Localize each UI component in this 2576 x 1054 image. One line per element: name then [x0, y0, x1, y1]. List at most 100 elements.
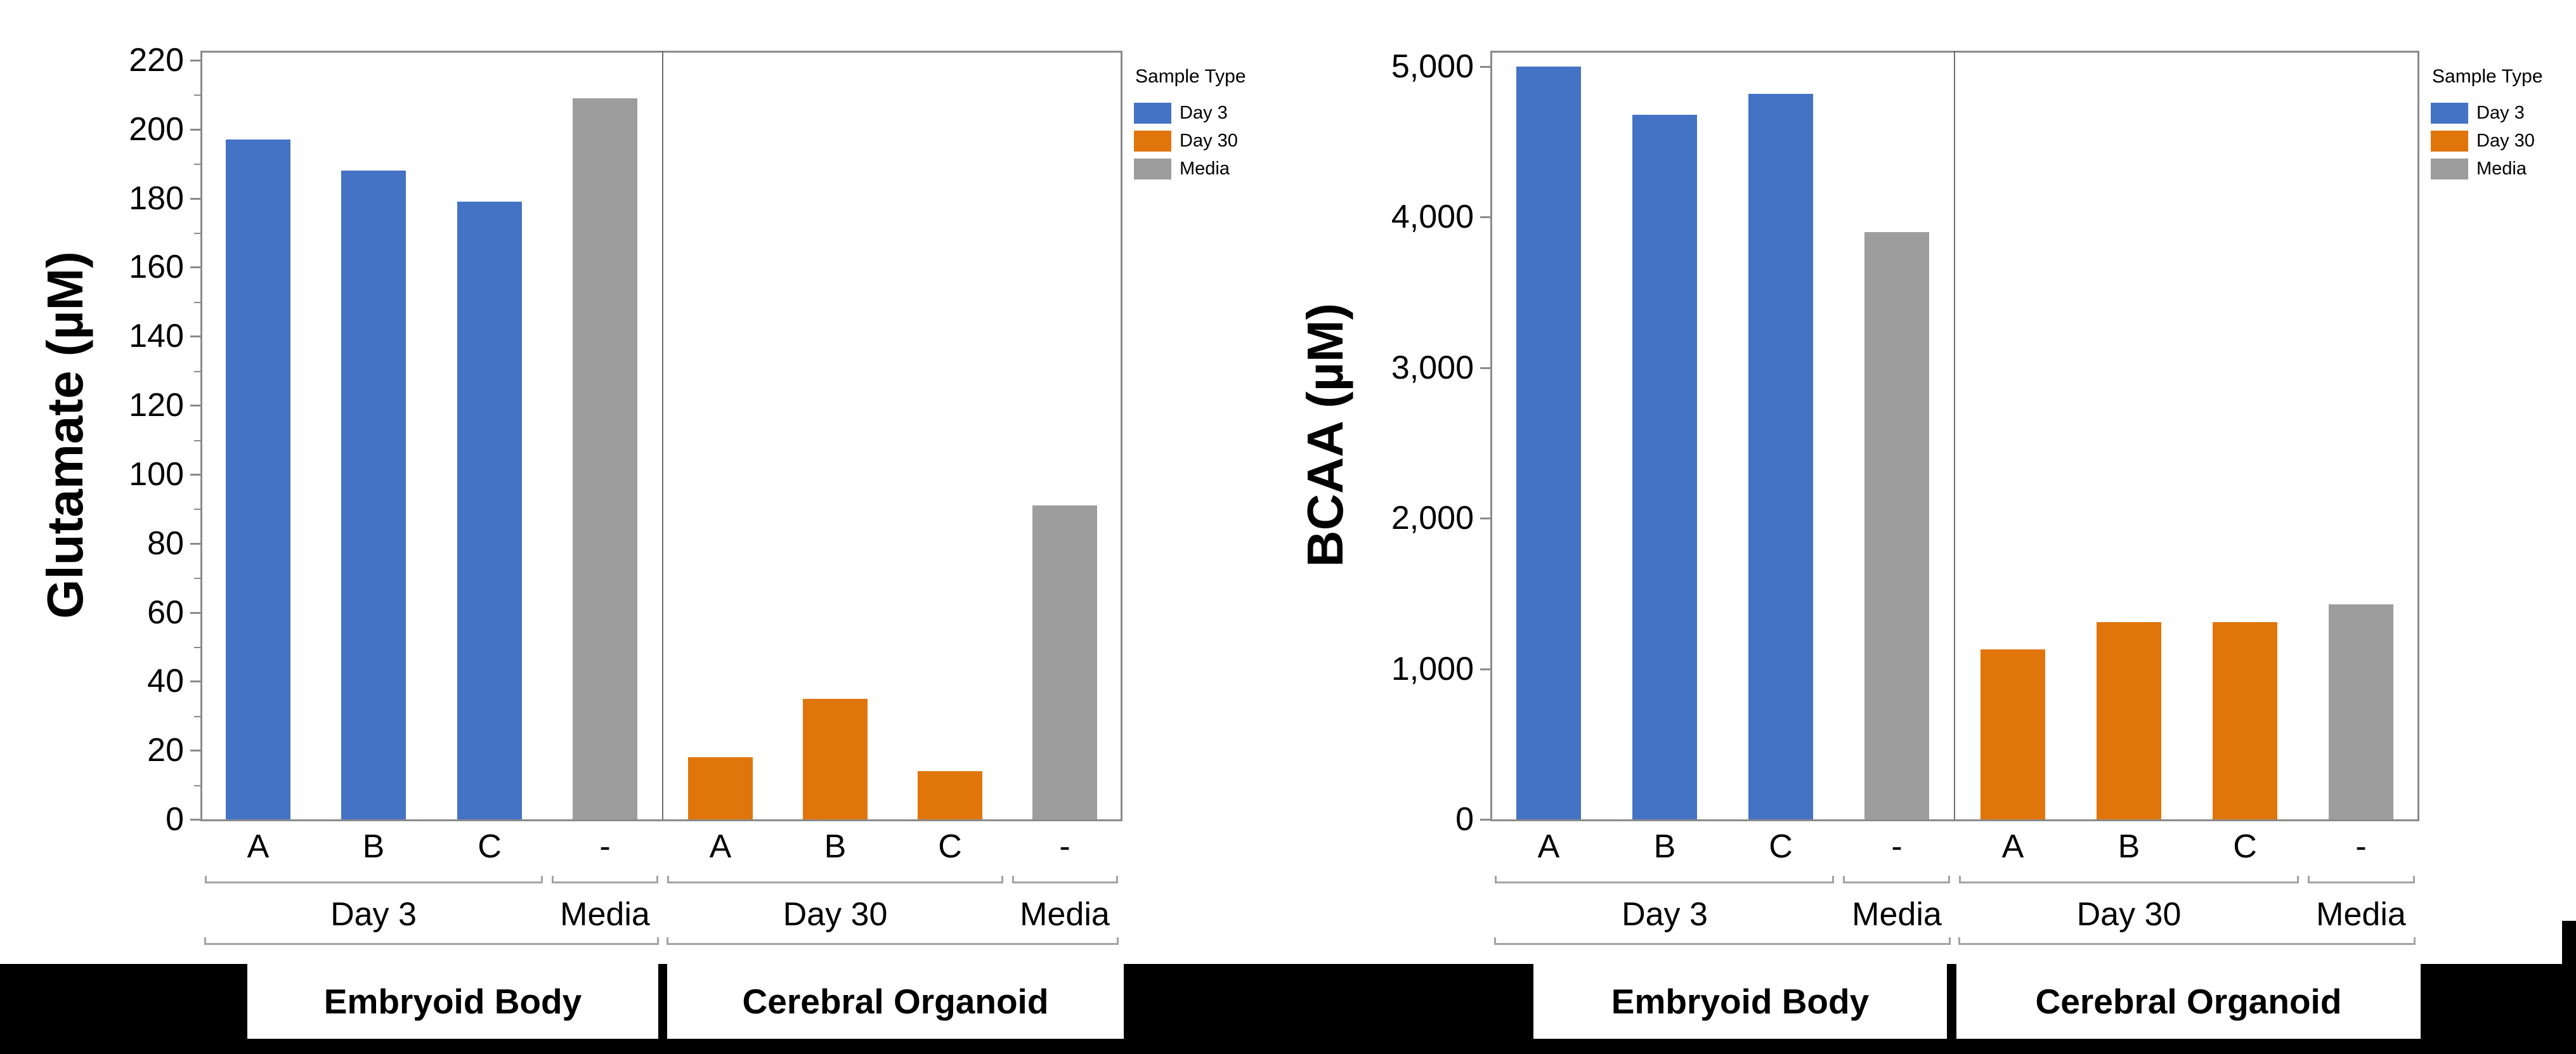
x-tick-label: -	[2355, 828, 2367, 865]
y-minor-tick	[194, 371, 200, 372]
y-major-tick	[190, 750, 200, 751]
y-tick-label: 160	[129, 249, 184, 285]
panel-label: Cerebral Organoid	[2035, 982, 2342, 1021]
y-major-tick	[190, 129, 200, 131]
panel-bracket	[667, 937, 1119, 945]
y-major-tick	[1480, 517, 1490, 519]
y-tick-label: 1,000	[1391, 651, 1474, 687]
y-minor-tick	[194, 509, 200, 510]
legend-swatch-media	[1134, 159, 1171, 179]
y-tick-label: 0	[1455, 801, 1474, 838]
panel-label: Embryoid Body	[323, 982, 582, 1021]
y-major-tick	[190, 266, 200, 268]
panel-label-box: Cerebral Organoid	[667, 964, 1124, 1039]
legend-label-day3: Day 3	[2476, 103, 2525, 123]
y-major-tick	[190, 612, 200, 614]
group-label: Media	[1852, 896, 1942, 933]
bar-glutamate-co-C	[918, 771, 982, 819]
group-bracket	[1959, 876, 2299, 883]
y-major-tick	[1480, 668, 1490, 670]
y-minor-tick	[194, 302, 200, 303]
bar-glutamate-eb-media	[573, 98, 637, 819]
group-bracket	[667, 876, 1003, 883]
x-tick-label: -	[1891, 828, 1903, 865]
bar-bcaa-eb-B	[1632, 115, 1697, 819]
bar-bcaa-eb-A	[1516, 67, 1581, 819]
x-tick-label: A	[1537, 828, 1560, 865]
panel-divider-bcaa	[1954, 51, 1955, 819]
legend-label-media: Media	[2476, 159, 2527, 179]
y-major-tick	[190, 335, 200, 337]
group-bracket	[2308, 876, 2415, 883]
panel-divider-glutamate	[662, 51, 663, 819]
x-tick-label: -	[1059, 828, 1070, 865]
legend-label-day30: Day 30	[2476, 131, 2535, 151]
panel-label-box: Embryoid Body	[1533, 964, 1947, 1039]
bar-bcaa-co-B	[2097, 622, 2161, 819]
y-tick-label: 200	[129, 111, 184, 148]
panel-label-box: Embryoid Body	[247, 964, 658, 1039]
y-axis-title-glutamate: Glutamate (µM)	[37, 251, 93, 619]
y-major-tick	[190, 198, 200, 200]
panel-bracket	[1958, 937, 2416, 945]
legend-swatch-day3	[1134, 103, 1171, 124]
legend-title-glutamate: Sample Type	[1135, 66, 1246, 87]
group-label: Media	[560, 896, 650, 933]
y-minor-tick	[194, 440, 200, 441]
bar-glutamate-co-A	[688, 757, 753, 819]
y-major-tick	[190, 543, 200, 545]
y-tick-label: 60	[147, 594, 184, 631]
plot-frame-glutamate	[200, 51, 1122, 821]
group-label: Day 3	[1622, 896, 1708, 933]
legend-label-day30: Day 30	[1180, 131, 1238, 151]
panel-label: Cerebral Organoid	[742, 982, 1049, 1021]
group-bracket	[1012, 876, 1118, 883]
y-major-tick	[1480, 216, 1490, 218]
y-major-tick	[1480, 367, 1490, 369]
group-label: Day 3	[330, 896, 417, 933]
group-label: Day 30	[2076, 896, 2182, 933]
legend-swatch-day30	[2431, 131, 2468, 152]
x-tick-label: B	[2117, 828, 2140, 865]
bar-glutamate-eb-A	[226, 140, 290, 819]
y-major-tick	[190, 474, 200, 476]
y-tick-label: 180	[129, 180, 184, 217]
bar-bcaa-eb-media	[1864, 232, 1929, 819]
y-major-tick	[1480, 819, 1490, 821]
y-major-tick	[1480, 66, 1490, 68]
x-tick-label: B	[362, 828, 385, 865]
group-bracket	[1843, 876, 1950, 883]
x-tick-label: A	[247, 828, 270, 865]
y-axis-title-bcaa: BCAA (µM)	[1297, 303, 1353, 568]
y-tick-label: 2,000	[1391, 500, 1474, 537]
panel-label: Embryoid Body	[1611, 982, 1870, 1021]
x-tick-label: C	[938, 828, 962, 865]
group-label: Media	[2316, 896, 2406, 933]
legend-label-media: Media	[1180, 159, 1230, 179]
y-major-tick	[190, 680, 200, 682]
y-major-tick	[190, 60, 200, 62]
y-major-tick	[190, 819, 200, 821]
y-tick-label: 120	[129, 387, 184, 424]
y-tick-label: 80	[147, 525, 184, 562]
x-tick-label: A	[2001, 828, 2024, 865]
y-tick-label: 40	[147, 663, 184, 699]
legend-swatch-media	[2431, 159, 2468, 179]
panel-bracket	[1494, 937, 1951, 945]
y-minor-tick	[194, 716, 200, 717]
y-minor-tick	[194, 578, 200, 579]
group-bracket	[552, 876, 658, 883]
x-tick-label: C	[2233, 828, 2257, 865]
bar-glutamate-eb-B	[341, 171, 406, 819]
legend-swatch-day30	[1134, 131, 1171, 152]
x-tick-label: B	[824, 828, 847, 865]
y-tick-label: 3,000	[1391, 349, 1474, 386]
x-tick-label: -	[599, 828, 611, 865]
group-label: Media	[1020, 896, 1110, 933]
bar-bcaa-eb-C	[1748, 94, 1813, 819]
y-tick-label: 0	[166, 801, 184, 838]
y-minor-tick	[194, 94, 200, 96]
y-major-tick	[190, 405, 200, 407]
y-tick-label: 220	[129, 42, 184, 79]
